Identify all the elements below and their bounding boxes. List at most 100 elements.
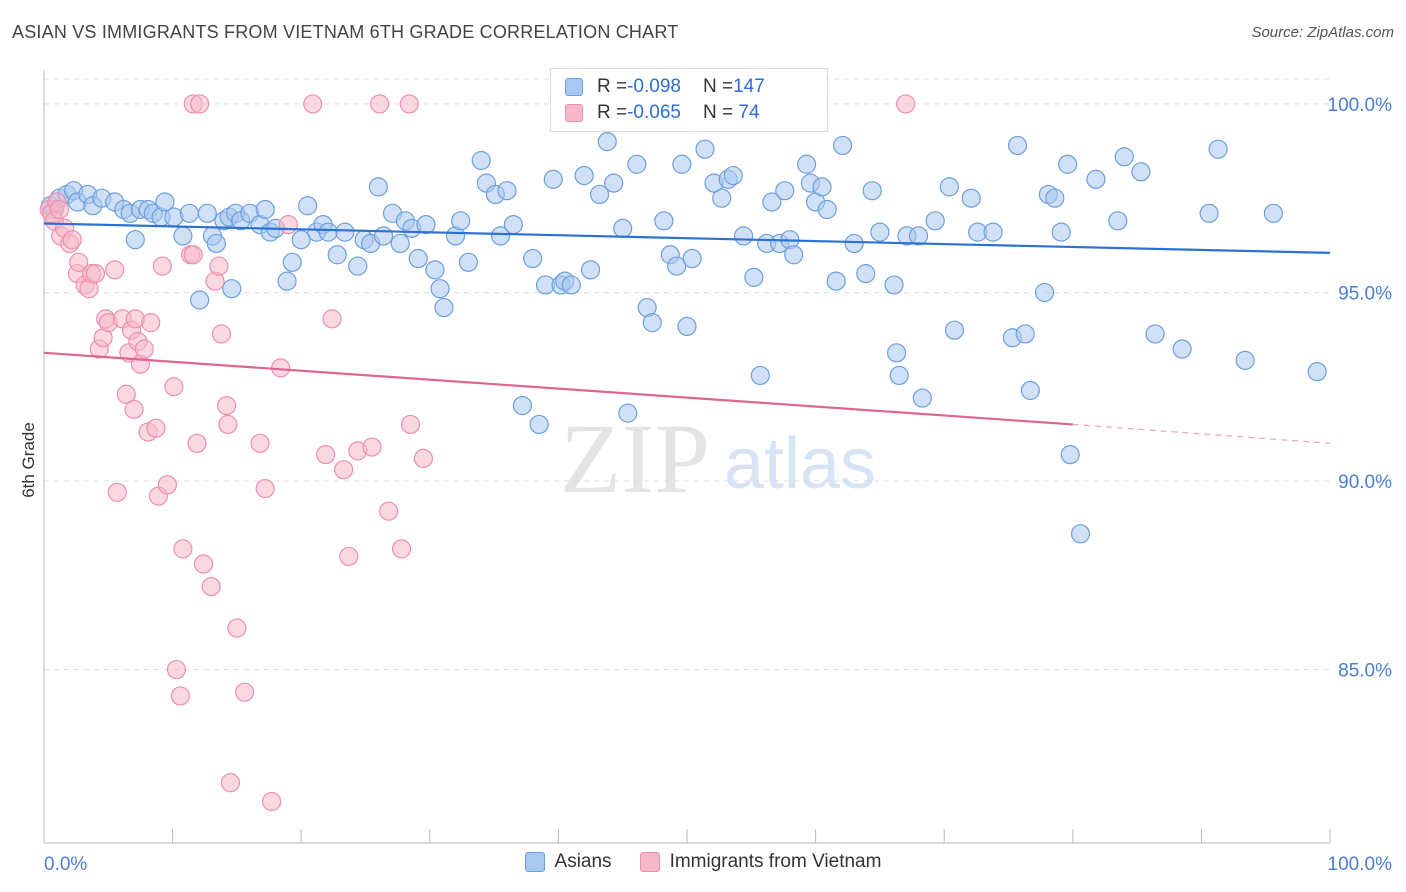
r-label: R = xyxy=(597,76,628,97)
asian-point xyxy=(750,365,770,386)
asian-point xyxy=(291,230,311,250)
vietnam-point xyxy=(235,682,255,702)
asian-point xyxy=(925,211,945,231)
r-value: -0.098 xyxy=(627,76,681,97)
asian-point xyxy=(1114,147,1134,167)
vietnam-point xyxy=(211,324,232,344)
asian-point xyxy=(277,271,297,291)
asian-trend-line xyxy=(43,222,1331,254)
asian-point xyxy=(190,290,210,310)
vietnam-point xyxy=(166,659,187,680)
stats-legend: R = -0.098 N = 147 R = -0.065 N = 74 xyxy=(550,68,828,132)
n-value: 147 xyxy=(733,76,765,97)
asian-point xyxy=(961,188,981,208)
vietnam-point xyxy=(322,309,342,329)
vietnam-point xyxy=(173,539,193,559)
vietnam-point xyxy=(217,395,237,416)
asian-point xyxy=(784,245,804,265)
asian-point xyxy=(1086,169,1106,189)
asian-point xyxy=(327,245,347,265)
asian-point xyxy=(1307,362,1327,382)
asian-point xyxy=(667,256,687,276)
asian-point xyxy=(884,275,904,295)
stats-row-vietnam: R = -0.065 N = 74 xyxy=(565,101,760,125)
asian-point xyxy=(604,173,624,193)
asian-point xyxy=(1015,324,1035,344)
vietnam-point xyxy=(218,414,238,435)
asian-point xyxy=(497,181,517,201)
asian-point xyxy=(723,165,743,186)
asian-point xyxy=(983,222,1003,242)
asian-point xyxy=(512,395,532,416)
asian-point xyxy=(490,226,511,246)
vietnam-point xyxy=(85,264,106,284)
n-label: N = xyxy=(702,76,734,97)
asian-point xyxy=(1034,282,1055,303)
asian-point xyxy=(222,279,242,299)
vietnam-swatch xyxy=(639,852,660,872)
legend-item-vietnam[interactable]: Immigrants from Vietnam xyxy=(639,851,881,873)
asian-point xyxy=(1131,162,1151,182)
asian-point xyxy=(889,365,909,386)
legend-item-asians[interactable]: Asians xyxy=(524,851,612,873)
vietnam-point xyxy=(134,339,154,359)
vietnam-point xyxy=(183,245,203,265)
asian-point xyxy=(1235,350,1255,370)
vietnam-point xyxy=(170,686,190,706)
asian-point xyxy=(373,226,394,246)
vietnam-point xyxy=(303,94,323,114)
asian-point xyxy=(425,260,445,280)
vietnam-point xyxy=(255,478,275,499)
asian-point xyxy=(368,177,388,197)
asian-point xyxy=(1145,324,1165,344)
vietnam-point xyxy=(69,252,89,272)
asian-point xyxy=(458,252,478,272)
asian-point xyxy=(833,135,853,156)
asian-point xyxy=(870,222,890,242)
source-label: Source: ZipAtlas.com xyxy=(1251,24,1394,41)
asian-point xyxy=(826,271,846,291)
asian-point xyxy=(862,181,882,201)
vietnam-trend-line xyxy=(43,351,1073,426)
vietnam-point xyxy=(220,773,241,793)
asian-point xyxy=(1108,211,1128,231)
asian-point xyxy=(298,196,318,216)
asian-point xyxy=(677,316,697,337)
asian-point xyxy=(206,233,226,254)
asian-point xyxy=(529,414,549,435)
chart-title: ASIAN VS IMMIGRANTS FROM VIETNAM 6TH GRA… xyxy=(12,22,679,42)
vietnam-point xyxy=(391,539,412,559)
asian-point xyxy=(523,248,543,269)
asian-point xyxy=(796,154,817,174)
asian-point xyxy=(1007,135,1028,156)
asian-point xyxy=(1208,139,1228,159)
asian-point xyxy=(1263,203,1284,223)
vietnam-point xyxy=(400,414,421,435)
asian-point xyxy=(912,388,932,408)
asian-point xyxy=(282,252,302,272)
vietnam-point xyxy=(193,554,214,574)
vietnam-point xyxy=(157,475,178,495)
asian-point xyxy=(580,260,601,280)
vietnam-point xyxy=(399,94,419,114)
asian-point xyxy=(744,267,764,287)
asian-point xyxy=(197,203,217,223)
asian-point xyxy=(416,215,436,235)
vietnam-point xyxy=(152,256,172,276)
vietnam-point xyxy=(339,546,359,567)
vietnam-trend-extension xyxy=(1072,423,1331,444)
vietnam-point xyxy=(124,399,144,419)
vietnam-point xyxy=(262,791,282,812)
vietnam-point xyxy=(379,501,399,521)
asian-point xyxy=(471,150,491,171)
vietnam-point xyxy=(209,256,229,276)
r-label: R = xyxy=(597,102,628,123)
vietnam-point xyxy=(107,482,127,502)
vietnam-point xyxy=(164,377,184,397)
vietnam-point xyxy=(146,418,166,438)
asian-point xyxy=(682,248,702,269)
asian-point xyxy=(434,297,454,318)
asian-point xyxy=(408,248,428,269)
asian-point xyxy=(390,233,410,254)
